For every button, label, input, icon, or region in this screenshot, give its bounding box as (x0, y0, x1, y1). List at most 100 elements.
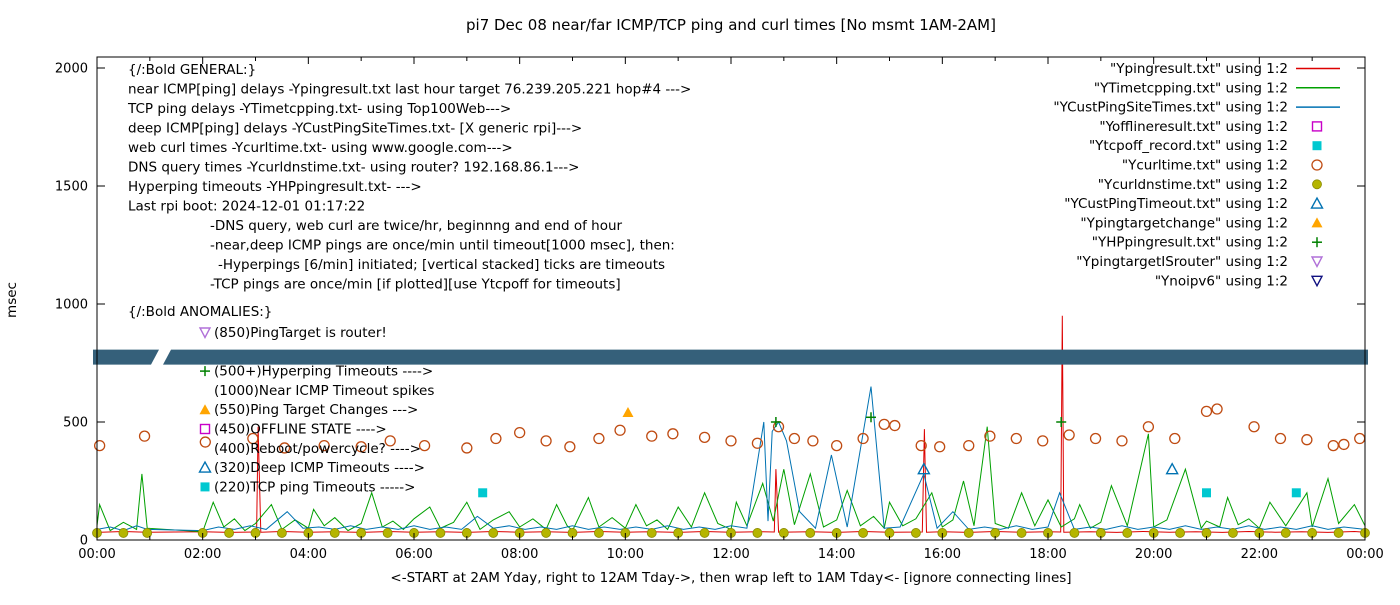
legend-triangle-open-icon (1310, 196, 1324, 209)
square-open-icon (199, 423, 211, 435)
annotation-anomaly-line: (550)Ping Target Changes ---> (214, 402, 418, 418)
point-Ycurltime.txt (490, 432, 502, 445)
series-line-YCustPingSiteTimes.txt (96, 386, 1366, 532)
point-Ycurldnstime.txt (805, 528, 816, 538)
point-Ycurltime.txt (934, 441, 946, 453)
x-tick-label: 22:00 (1241, 547, 1278, 562)
axes-group: 00:00 02:00 04:00 06:00 08:00 10:00 12:00 14:00… (55, 56, 1384, 562)
legend-item-label: "Ypingtargetchange" using 1:2 (1080, 215, 1288, 231)
x-tick-label: 10:00 (607, 547, 644, 562)
x-tick-label: 16:00 (924, 547, 961, 562)
annotation-anomaly-line: (500+)Hyperping Timeouts ----> (214, 364, 433, 380)
point-Ycurltime.txt (93, 439, 106, 452)
point-Ycurldnstime.txt (752, 528, 763, 538)
point-Ycurldnstime.txt (541, 528, 551, 538)
point-Ycurltime.txt (807, 435, 819, 447)
point-Ycurltime.txt (1301, 434, 1313, 446)
annotation-general-line: web curl times -Ycurltime.txt- using www… (128, 140, 513, 156)
point-Ycurldnstime.txt (911, 528, 921, 538)
legend-item: "YTimetcpping.txt" using 1:2 (1094, 80, 1340, 96)
plus-icon (200, 366, 210, 377)
point-YCustPingTimeout.txt (1165, 462, 1179, 475)
point-YCustPingTimeout.txt (917, 462, 931, 475)
annotation-anomalies-header: {/:Bold ANOMALIES:} (128, 304, 272, 320)
x-tick-label: 04:00 (290, 547, 327, 562)
point-Ycurldnstime.txt (1069, 528, 1080, 538)
legend-item-label: "Ytcpoff_record.txt" using 1:2 (1089, 138, 1288, 154)
point-Ycurltime.txt (514, 426, 526, 439)
legend-item: "Ycurldnstime.txt" using 1:2 (1098, 177, 1322, 193)
point-Ycurldnstime.txt (858, 528, 868, 538)
point-Ycurltime.txt (278, 442, 291, 454)
legend-item-label: "YCustPingTimeout.txt" using 1:2 (1064, 196, 1288, 212)
point-Ycurltime.txt (355, 441, 367, 453)
point-Ycurldnstime.txt (488, 528, 499, 538)
x-tick-label: 14:00 (818, 547, 855, 562)
point-Ycurltime.txt (698, 431, 711, 443)
point-Ycurldnstime.txt (963, 528, 974, 538)
x-tick-label: 20:00 (1135, 547, 1172, 562)
annotation-anomaly-line: (850)PingTarget is router! (214, 325, 387, 341)
annotation-general-line: DNS query times -Ycurldnstime.txt- using… (128, 160, 579, 176)
series-lines-group (96, 315, 1366, 533)
x-tick-label: 06:00 (395, 547, 432, 562)
point-Ycurltime.txt (1169, 432, 1181, 445)
legend-square-open-icon (1311, 121, 1323, 132)
legend-item-label: "YHPpingresult.txt" using 1:2 (1092, 235, 1288, 251)
point-YHPpingresult.txt (1056, 417, 1067, 427)
annotation-anomaly-line: (320)Deep ICMP Timeouts ----> (214, 460, 425, 476)
x-tick-label: 00:00 (1346, 547, 1383, 562)
point-Ycurltime.txt (725, 435, 737, 447)
point-Ycurldnstime.txt (142, 528, 153, 538)
series-line-YTimetcpping.txt (96, 426, 1366, 533)
point-Ycurltime.txt (593, 432, 605, 445)
legend-circle-open-icon (1311, 159, 1323, 171)
annotation-general-line: Hyperping timeouts -YHPpingresult.txt- -… (128, 179, 422, 195)
annotation-anomaly-line: (220)TCP ping Timeouts -----> (214, 479, 416, 495)
legend-item: "Ypingtargetchange" using 1:2 (1080, 215, 1323, 231)
point-Ycurldnstime.txt (699, 528, 710, 538)
point-Ytcpoff_record.txt (478, 488, 488, 498)
legend-square-filled-icon (1312, 141, 1322, 151)
point-Ycurldnstime.txt (118, 528, 129, 538)
legend-item-label: "Ycurldnstime.txt" using 1:2 (1098, 177, 1288, 193)
annotation-general-line: deep ICMP[ping] delays -YCustPingSiteTim… (128, 121, 582, 137)
legend-item: "YCustPingTimeout.txt" using 1:2 (1064, 196, 1324, 212)
point-Ytcpoff_record.txt (1202, 488, 1211, 498)
annotation-general-line: -Hyperpings [6/min] initiated; [vertical… (218, 257, 665, 273)
annotations-group: {/:Bold GENERAL:} near ICMP[ping] delays … (127, 62, 691, 495)
point-Ycurltime.txt (667, 428, 679, 440)
y-tick-label: 1500 (55, 180, 88, 195)
legend-item-label: "YTimetcpping.txt" using 1:2 (1094, 80, 1288, 96)
point-Ytcpoff_record.txt (1291, 488, 1301, 498)
annotation-general-line: near ICMP[ping] delays -Ypingresult.txt … (128, 82, 691, 98)
y-tick-label: 0 (80, 534, 88, 549)
legend-item: "Yofflineresult.txt" using 1:2 (1099, 119, 1323, 135)
point-Ycurltime.txt (1211, 403, 1223, 415)
y-axis-label: msec (4, 282, 20, 318)
chart-title: pi7 Dec 08 near/far ICMP/TCP ping and cu… (466, 16, 996, 34)
y-tick-label: 500 (63, 416, 88, 431)
legend-item: "YHPpingresult.txt" using 1:2 (1092, 235, 1322, 251)
legend-item: "YpingtargetISrouter" using 1:2 (1076, 254, 1324, 270)
point-Ycurltime.txt (857, 432, 869, 445)
y-tick-label: 2000 (55, 62, 88, 77)
point-Ycurldnstime.txt (382, 528, 393, 538)
point-Ycurldnstime.txt (1228, 528, 1238, 538)
annotation-anomaly-line: (400)Reboot/powercycle? ----> (214, 441, 421, 457)
legend-plus-icon (1312, 237, 1322, 248)
point-YHPpingresult.txt (866, 412, 877, 423)
annotation-general-line: TCP ping delays -YTimetcpping.txt- using… (127, 101, 511, 117)
point-Ycurltime.txt (461, 442, 473, 454)
series-points-group (92, 403, 1370, 538)
point-Ycurltime.txt (138, 430, 151, 442)
point-Ycurldnstime.txt (224, 528, 234, 538)
point-Ycurltime.txt (963, 439, 975, 452)
x-tick-label: 02:00 (184, 547, 221, 562)
point-Ycurldnstime.txt (1122, 528, 1133, 538)
point-Ycurltime.txt (1200, 405, 1213, 418)
legend-circle-filled-icon (1312, 179, 1322, 190)
legend-item-label: "Ycurltime.txt" using 1:2 (1122, 158, 1288, 174)
point-Ycurldnstime.txt (1333, 528, 1344, 538)
point-Ypingtargetchange (622, 407, 634, 418)
